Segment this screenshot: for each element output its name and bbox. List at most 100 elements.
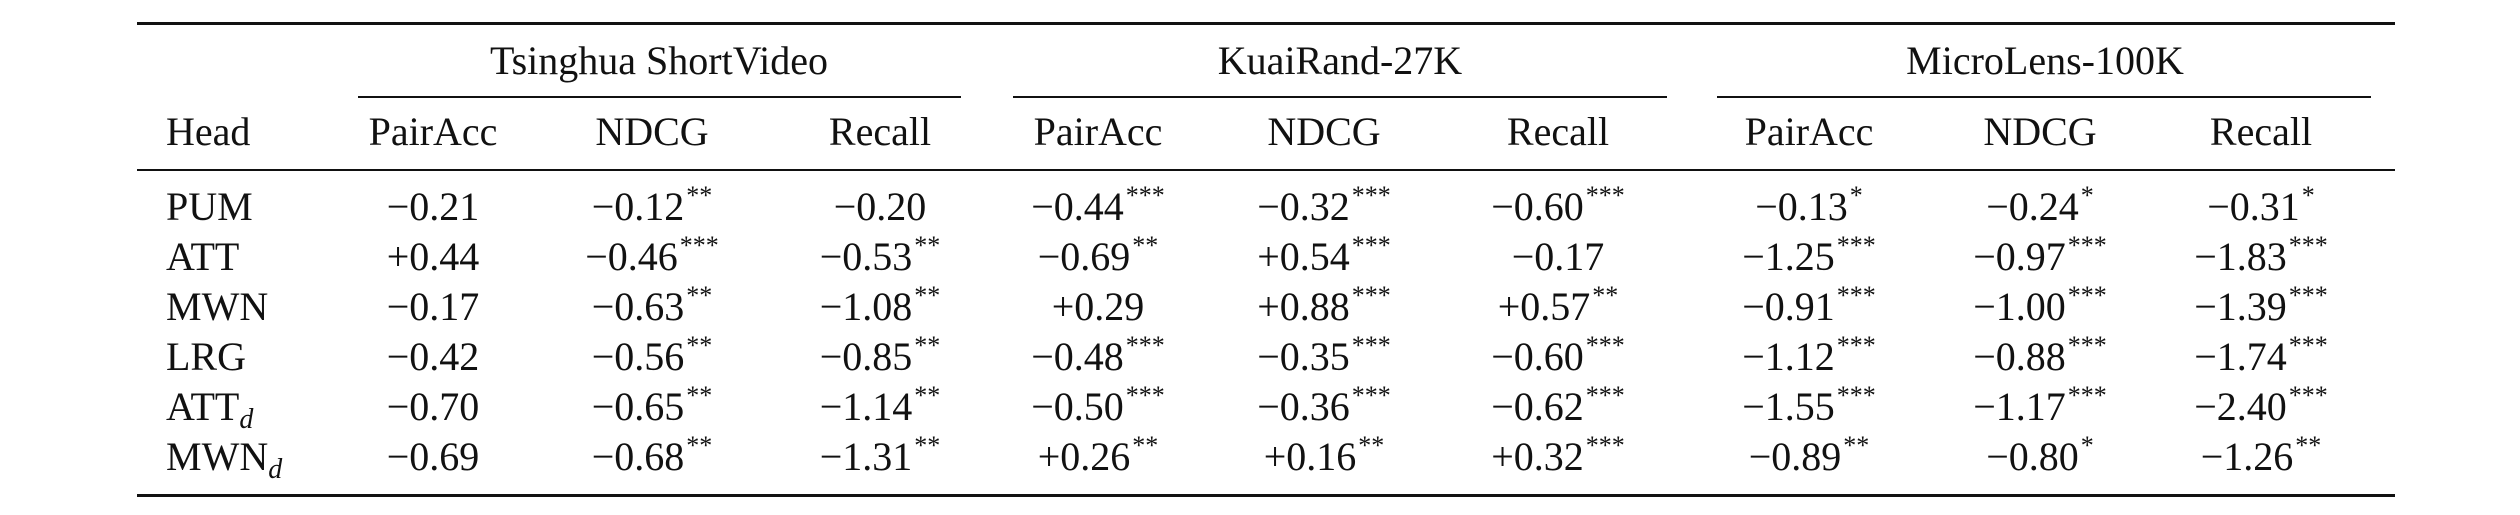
significance: ** <box>1843 431 1870 460</box>
significance: *** <box>2067 381 2107 410</box>
significance: *** <box>1351 281 1391 310</box>
value-cell: −0.42 <box>386 334 480 379</box>
significance: *** <box>2067 281 2107 310</box>
value-cell: −1.17*** <box>1973 383 2107 429</box>
significance: ** <box>914 231 941 260</box>
value-cell: −1.74*** <box>2194 333 2328 377</box>
cell-text: −0.65 <box>591 384 685 429</box>
column-header: PairAcc <box>368 109 498 154</box>
significance: ** <box>1132 231 1159 260</box>
cell-text: −0.63 <box>591 284 685 329</box>
value-cell: −0.63** <box>591 283 713 329</box>
cell-text: −1.55 <box>1742 384 1835 429</box>
significance: *** <box>2288 381 2328 410</box>
value-cell: −0.17 <box>1511 234 1605 279</box>
significance: * <box>2301 181 2315 210</box>
significance: *** <box>2288 331 2328 360</box>
group-rule <box>358 96 961 98</box>
value-cell: −0.91*** <box>1742 283 1876 329</box>
value-cell: −0.20 <box>833 184 927 229</box>
significance: *** <box>1585 381 1625 410</box>
head-label: Head <box>166 109 251 154</box>
cell-text: −0.44 <box>1031 184 1124 229</box>
cell-text: −1.31 <box>819 434 913 479</box>
value-cell: −0.85** <box>820 333 941 377</box>
significance: ** <box>914 281 941 310</box>
significance: ** <box>914 431 941 460</box>
value-cell: −0.62*** <box>1491 383 1625 427</box>
value-cell: −0.69** <box>1038 233 1159 277</box>
cell-text: −1.17 <box>1973 384 2066 429</box>
cell-text: −1.00 <box>1973 284 2066 329</box>
value-cell: +0.88*** <box>1257 283 1391 329</box>
cell-text: −0.36 <box>1257 384 1350 429</box>
significance: ** <box>2295 431 2322 460</box>
significance: *** <box>1351 331 1391 360</box>
cell-text: −0.13 <box>1755 184 1848 229</box>
value-cell: −0.97*** <box>1973 233 2107 279</box>
value-cell: −0.13* <box>1755 183 1863 229</box>
significance: * <box>2080 181 2094 210</box>
cell-text: +0.54 <box>1257 234 1350 279</box>
significance: *** <box>1125 181 1165 210</box>
value-cell: −0.70 <box>386 384 480 429</box>
cell-text: −2.40 <box>2194 384 2287 429</box>
significance: *** <box>1585 431 1625 460</box>
value-cell: +0.16** <box>1263 433 1385 479</box>
significance: ** <box>686 181 713 210</box>
significance: ** <box>686 281 713 310</box>
cell-text: −1.39 <box>2194 284 2287 329</box>
cell-text: −0.68 <box>591 434 685 479</box>
group-header: KuaiRand-27K <box>1217 38 1463 83</box>
value-cell: −0.68** <box>591 433 713 479</box>
value-cell: −0.46*** <box>585 233 719 277</box>
value-cell: −0.65** <box>591 383 713 429</box>
cell-text: −0.88 <box>1973 334 2066 379</box>
cell-text: −0.56 <box>591 334 685 379</box>
cell-text: MWN <box>166 434 269 479</box>
value-cell: −1.12*** <box>1742 333 1876 377</box>
column-header: PairAcc <box>1744 109 1874 154</box>
value-cell: +0.44 <box>386 234 480 279</box>
value-cell: −0.89** <box>1749 433 1870 477</box>
cell-text: +0.88 <box>1257 284 1350 329</box>
value-cell: −0.24* <box>1986 183 2094 229</box>
cell-text: −0.97 <box>1973 234 2066 279</box>
value-cell: −0.21 <box>386 184 480 229</box>
value-cell: −0.36*** <box>1257 383 1391 429</box>
subscript: d <box>268 454 283 485</box>
cell-text: −0.24 <box>1986 184 2079 229</box>
cell-text: ATT <box>166 384 240 429</box>
significance: *** <box>1585 331 1625 360</box>
cell-text: −0.31 <box>2207 184 2300 229</box>
cell-text: +0.16 <box>1263 434 1357 479</box>
column-header: Recall <box>2209 109 2313 154</box>
column-header: NDCG <box>1983 109 2097 154</box>
significance: *** <box>1836 331 1876 360</box>
cell-text: −0.32 <box>1257 184 1350 229</box>
significance: *** <box>1351 231 1391 260</box>
value-cell: −1.31** <box>819 433 941 479</box>
value-cell: −0.69 <box>386 434 480 479</box>
cell-text: +0.26 <box>1037 434 1131 479</box>
significance: *** <box>1125 381 1165 410</box>
value-cell: −0.44*** <box>1031 183 1165 229</box>
significance: *** <box>1125 331 1165 360</box>
cell-text: −0.12 <box>591 184 685 229</box>
significance: *** <box>2067 231 2107 260</box>
cell-text: −1.26 <box>2200 434 2294 479</box>
significance: * <box>1849 181 1863 210</box>
significance: ** <box>1132 431 1159 460</box>
significance: *** <box>1836 281 1876 310</box>
value-cell: −0.60*** <box>1491 183 1625 227</box>
subscript: d <box>239 404 254 435</box>
cell-text: −0.91 <box>1742 284 1835 329</box>
value-cell: −0.53** <box>820 233 941 277</box>
top-rule <box>137 22 2395 25</box>
significance: *** <box>2288 231 2328 260</box>
significance: *** <box>1351 181 1391 210</box>
value-cell: −0.12** <box>591 183 713 229</box>
significance: *** <box>2288 281 2328 310</box>
cell-text: +0.32 <box>1491 434 1584 479</box>
row-head: ATT <box>166 234 240 279</box>
